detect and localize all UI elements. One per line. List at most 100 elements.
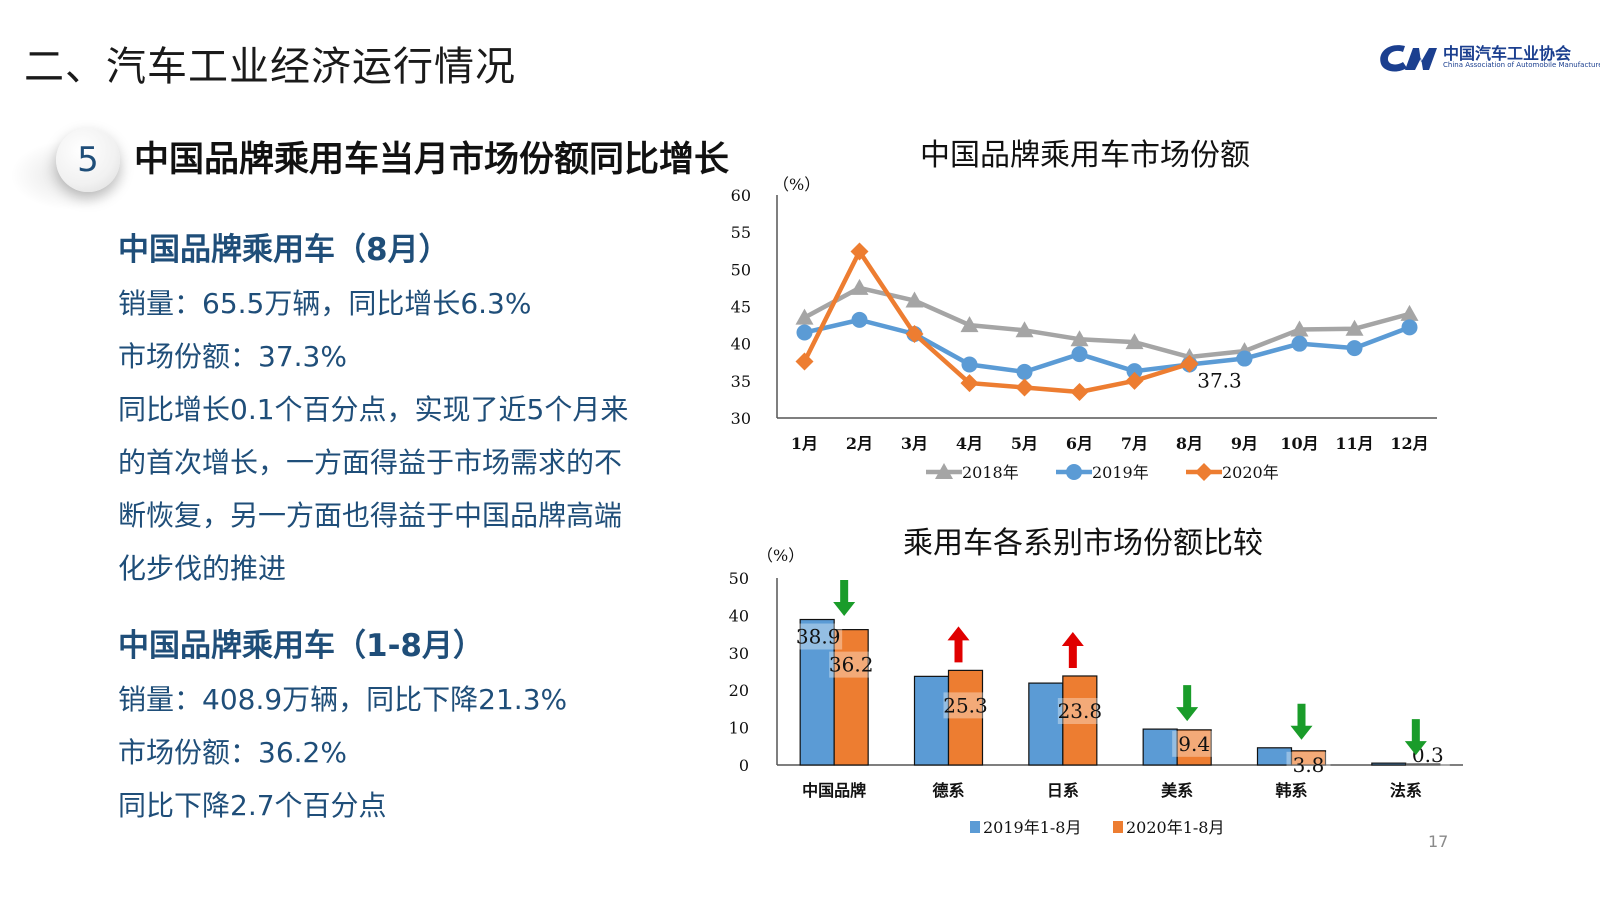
data-label-bg [943,692,988,719]
legend-label: 2019年 [1092,463,1149,482]
x-tick-label: 10月 [1280,434,1318,453]
x-tick-label: 5月 [1011,434,1038,453]
line-chart: （%） 30 35 40 45 50 55 60 1月 2月 3月 4月 5月 6月 7月 8月 9月 10月 11… [731,175,1437,482]
x-tick-label: 7月 [1121,434,1148,453]
page-number: 17 [1428,832,1449,851]
y-tick-label: 60 [731,186,751,205]
y-tick-label: 40 [729,606,749,625]
legend-marker [1195,463,1213,481]
data-point [1400,304,1419,321]
data-point [850,278,869,295]
block2-line: 销量：408.9万辆，同比下降21.3% [118,683,568,716]
y-tick-label: 30 [731,409,751,428]
bar-2019年1-8月 [913,675,950,766]
y-tick-label: 20 [729,681,749,700]
bar-2019年1-8月 [799,618,835,766]
block2-line: 市场份额：36.2% [118,736,347,769]
bar-2020年1-8月 [947,669,984,766]
x-tick-label: 2月 [846,434,873,453]
block1-heading: 中国品牌乘用车（8月） [118,232,450,268]
data-point [1126,363,1143,380]
x-tick-label: 4月 [956,434,983,453]
caam-logo-icon [1380,45,1437,72]
bar-chart: （%） 0 10 20 30 40 50 中国品牌 38.9 36.2 德系 25.3 日系 23.8 美系… [729,546,1463,837]
legend-marker [1066,464,1082,480]
data-label-bg [1286,751,1331,778]
x-tick-label: 德系 [932,781,964,800]
data-point [1345,319,1364,336]
x-tick-label: 6月 [1066,434,1093,453]
up-arrow-icon [1061,631,1084,668]
legend-label: 2020年 [1222,463,1279,482]
block1-line: 的首次增长，一方面得益于市场需求的不 [118,446,623,479]
bar-2020年1-8月 [1405,763,1441,766]
y-unit-label: （%） [773,175,820,194]
data-label: 37.3 [1197,369,1242,393]
legend-swatch [970,821,980,833]
data-point [1236,350,1253,367]
bar-2020年1-8月 [1062,675,1098,766]
x-tick-label: 1月 [791,434,818,453]
data-point [1070,382,1089,401]
series-line-2020年 [802,249,1191,395]
y-tick-label: 35 [731,372,751,391]
y-tick-label: 45 [731,298,751,317]
data-point [1346,340,1363,357]
data-label: 38.9 [796,625,841,649]
y-tick-label: 50 [729,569,749,588]
data-point [961,356,978,373]
y-tick-label: 50 [731,260,751,279]
data-label: 9.4 [1178,732,1210,756]
bar-2019年1-8月 [1256,747,1293,766]
y-tick-label: 40 [731,335,751,354]
y-unit-label: （%） [757,546,804,565]
block2-line: 同比下降2.7个百分点 [118,789,387,822]
data-label: 25.3 [943,693,988,717]
caam-logo: 中国汽车工业协会 China Association of Automobile… [1375,38,1600,80]
data-point [850,242,869,261]
bar-chart-title: 乘用车各系别市场份额比较 [903,526,1263,561]
y-tick-label: 10 [729,719,749,738]
x-tick-label: 3月 [901,434,928,453]
data-label-bg [1057,697,1102,724]
x-tick-label: 法系 [1390,781,1422,800]
x-tick-label: 8月 [1176,434,1203,453]
data-point [1290,320,1309,337]
x-tick-label: 11月 [1335,434,1373,453]
section-number-badge: 5 [56,128,120,192]
down-arrow-icon [833,580,856,616]
block2-heading: 中国品牌乘用车（1-8月） [118,628,485,664]
x-tick-label: 9月 [1231,434,1258,453]
down-arrow-icon [1176,685,1199,722]
logo-chinese-name: 中国汽车工业协会 [1443,44,1572,63]
x-tick-label: 韩系 [1275,781,1307,800]
data-point [960,374,979,393]
page-title: 二、汽车工业经济运行情况 [24,44,516,90]
y-tick-label: 0 [739,756,749,775]
line-chart-title: 中国品牌乘用车市场份额 [920,138,1250,173]
data-point [1291,335,1308,352]
series-line-2019年 [803,317,1411,375]
block1-line: 同比增长0.1个百分点，实现了近5个月来 [118,393,629,426]
series-line-2018年 [803,285,1411,360]
block1-line: 市场份额：37.3% [118,340,347,373]
data-label: 36.2 [829,653,874,677]
x-tick-label: 12月 [1390,434,1428,453]
data-label: 3.8 [1293,753,1325,777]
bar-2020年1-8月 [1176,729,1212,766]
data-point [795,308,814,325]
up-arrow-icon [947,626,970,663]
data-point [796,324,813,341]
legend-label: 2020年1-8月 [1126,818,1225,837]
down-arrow-icon [1290,703,1313,740]
data-point [851,311,868,328]
legend-label: 2018年 [962,463,1019,482]
down-arrow-icon [1404,719,1427,756]
block1-line: 销量：65.5万辆，同比增长6.3% [118,287,532,320]
bar-2019年1-8月 [1371,762,1407,766]
data-point [795,352,814,371]
data-point [1180,354,1199,373]
legend-swatch [1113,821,1123,833]
logo-english-name: China Association of Automobile Manufact… [1443,61,1600,69]
data-point [1125,371,1144,390]
